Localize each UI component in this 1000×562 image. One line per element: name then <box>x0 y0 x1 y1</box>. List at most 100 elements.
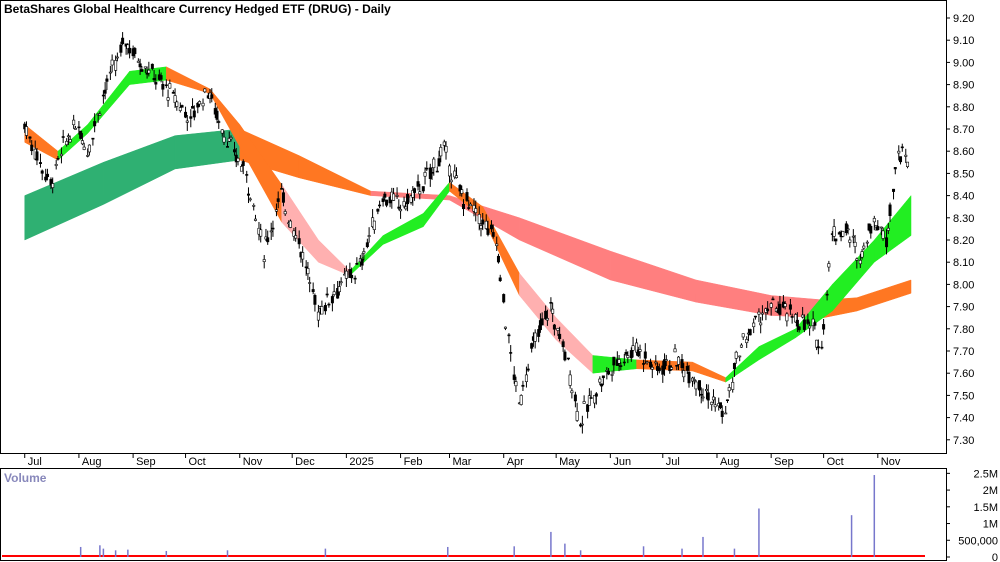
candle-body <box>514 381 518 387</box>
candle-body <box>332 291 336 295</box>
candle-body <box>720 410 724 417</box>
y-tick-label: 8.80 <box>953 102 974 114</box>
candle-body <box>376 208 380 212</box>
x-tick-label: Jul <box>666 456 680 468</box>
candle-body <box>635 342 639 353</box>
candle-body <box>108 71 112 74</box>
candle-body <box>201 102 205 107</box>
candle-body <box>150 63 154 69</box>
candle-body <box>593 395 597 404</box>
candle-body <box>93 121 97 127</box>
candle-body <box>77 126 81 129</box>
candle-body <box>115 56 119 59</box>
y-tick-label: 8.60 <box>953 146 974 158</box>
candle-body <box>885 237 889 248</box>
candle-body <box>432 158 436 168</box>
volume-panel <box>0 468 947 561</box>
candle-body <box>59 153 63 157</box>
volume-title: Volume <box>4 471 47 485</box>
y-tick-label: 8.90 <box>953 80 974 92</box>
candle-body <box>437 158 441 167</box>
candle-body <box>80 140 84 145</box>
candle-body <box>834 238 838 242</box>
candle-body <box>406 194 410 205</box>
candle-body <box>220 129 224 134</box>
candle-body <box>143 66 147 69</box>
candle-body <box>269 230 273 233</box>
candle-body <box>650 366 654 370</box>
candle-body <box>841 231 845 237</box>
candle-body <box>638 349 642 352</box>
candle-body <box>846 228 850 231</box>
candle-body <box>802 319 806 330</box>
candle-body <box>126 44 130 50</box>
candle-body <box>738 355 742 358</box>
candle-body <box>455 175 459 179</box>
candle-body <box>355 263 359 265</box>
candle-body <box>537 329 541 337</box>
candle-body <box>327 303 331 306</box>
candle-body <box>178 107 182 111</box>
candle-body <box>252 205 256 207</box>
y-tick-label: 8.10 <box>953 257 974 269</box>
candle-body <box>313 295 317 305</box>
y-tick-label: 8.00 <box>953 279 974 291</box>
candle-body <box>899 156 903 163</box>
x-tick-label: Sep <box>774 456 794 468</box>
candle-body <box>304 266 308 269</box>
candle-body <box>491 232 495 237</box>
x-axis: Jul Aug Sep Oct Nov Dec 2025 Feb Mar Apr May Jun Jul… <box>24 453 901 468</box>
candle-body <box>619 365 623 367</box>
candle-body <box>872 218 876 223</box>
candle-body <box>448 165 452 177</box>
candle-body <box>45 173 49 178</box>
candle-body <box>350 274 354 279</box>
candle-body <box>86 155 90 157</box>
candle-body <box>815 339 819 348</box>
candle-body <box>274 209 278 212</box>
candle-body <box>675 364 679 367</box>
candle-body <box>657 367 661 372</box>
candle-body <box>561 341 565 348</box>
candle-body <box>587 395 591 406</box>
candle-body <box>860 251 864 258</box>
candle-body <box>589 397 593 399</box>
candle-body <box>147 69 151 74</box>
y-tick-label: 7.30 <box>953 435 974 447</box>
y-tick-label: 8.70 <box>953 124 974 136</box>
short-term-band <box>24 66 912 383</box>
y-tick-label: 9.00 <box>953 57 974 69</box>
volume-tick-label: 2.5M <box>974 468 998 480</box>
candle-body <box>687 371 691 384</box>
candle-body <box>701 396 705 399</box>
candle-body <box>399 209 403 212</box>
candle-body <box>711 396 715 401</box>
candle-body <box>458 184 462 192</box>
x-tick-label: May <box>559 456 580 468</box>
x-tick-label: Mar <box>453 456 472 468</box>
candle-body <box>402 201 406 207</box>
candle-body <box>739 344 743 348</box>
candle-body <box>166 97 170 101</box>
candle-body <box>794 314 798 323</box>
candle-body <box>699 393 703 396</box>
candle-body <box>820 346 824 349</box>
candle-body <box>198 101 202 105</box>
y-tick-label: 8.20 <box>953 235 974 247</box>
candle-body <box>28 136 32 139</box>
candle-body <box>682 370 686 378</box>
candle-body <box>752 322 756 328</box>
x-tick-label: Oct <box>827 456 844 468</box>
candle-body <box>783 303 787 307</box>
candle-body <box>136 60 140 63</box>
candle-body <box>760 312 764 315</box>
candle-body <box>276 198 280 202</box>
candle-body <box>631 345 635 351</box>
candle-body <box>801 314 805 318</box>
candle-body <box>154 82 158 85</box>
candle-body <box>664 359 668 362</box>
candle-body <box>159 75 163 80</box>
candle-body <box>495 243 499 246</box>
candle-body <box>311 289 315 293</box>
price-candles <box>23 32 910 434</box>
